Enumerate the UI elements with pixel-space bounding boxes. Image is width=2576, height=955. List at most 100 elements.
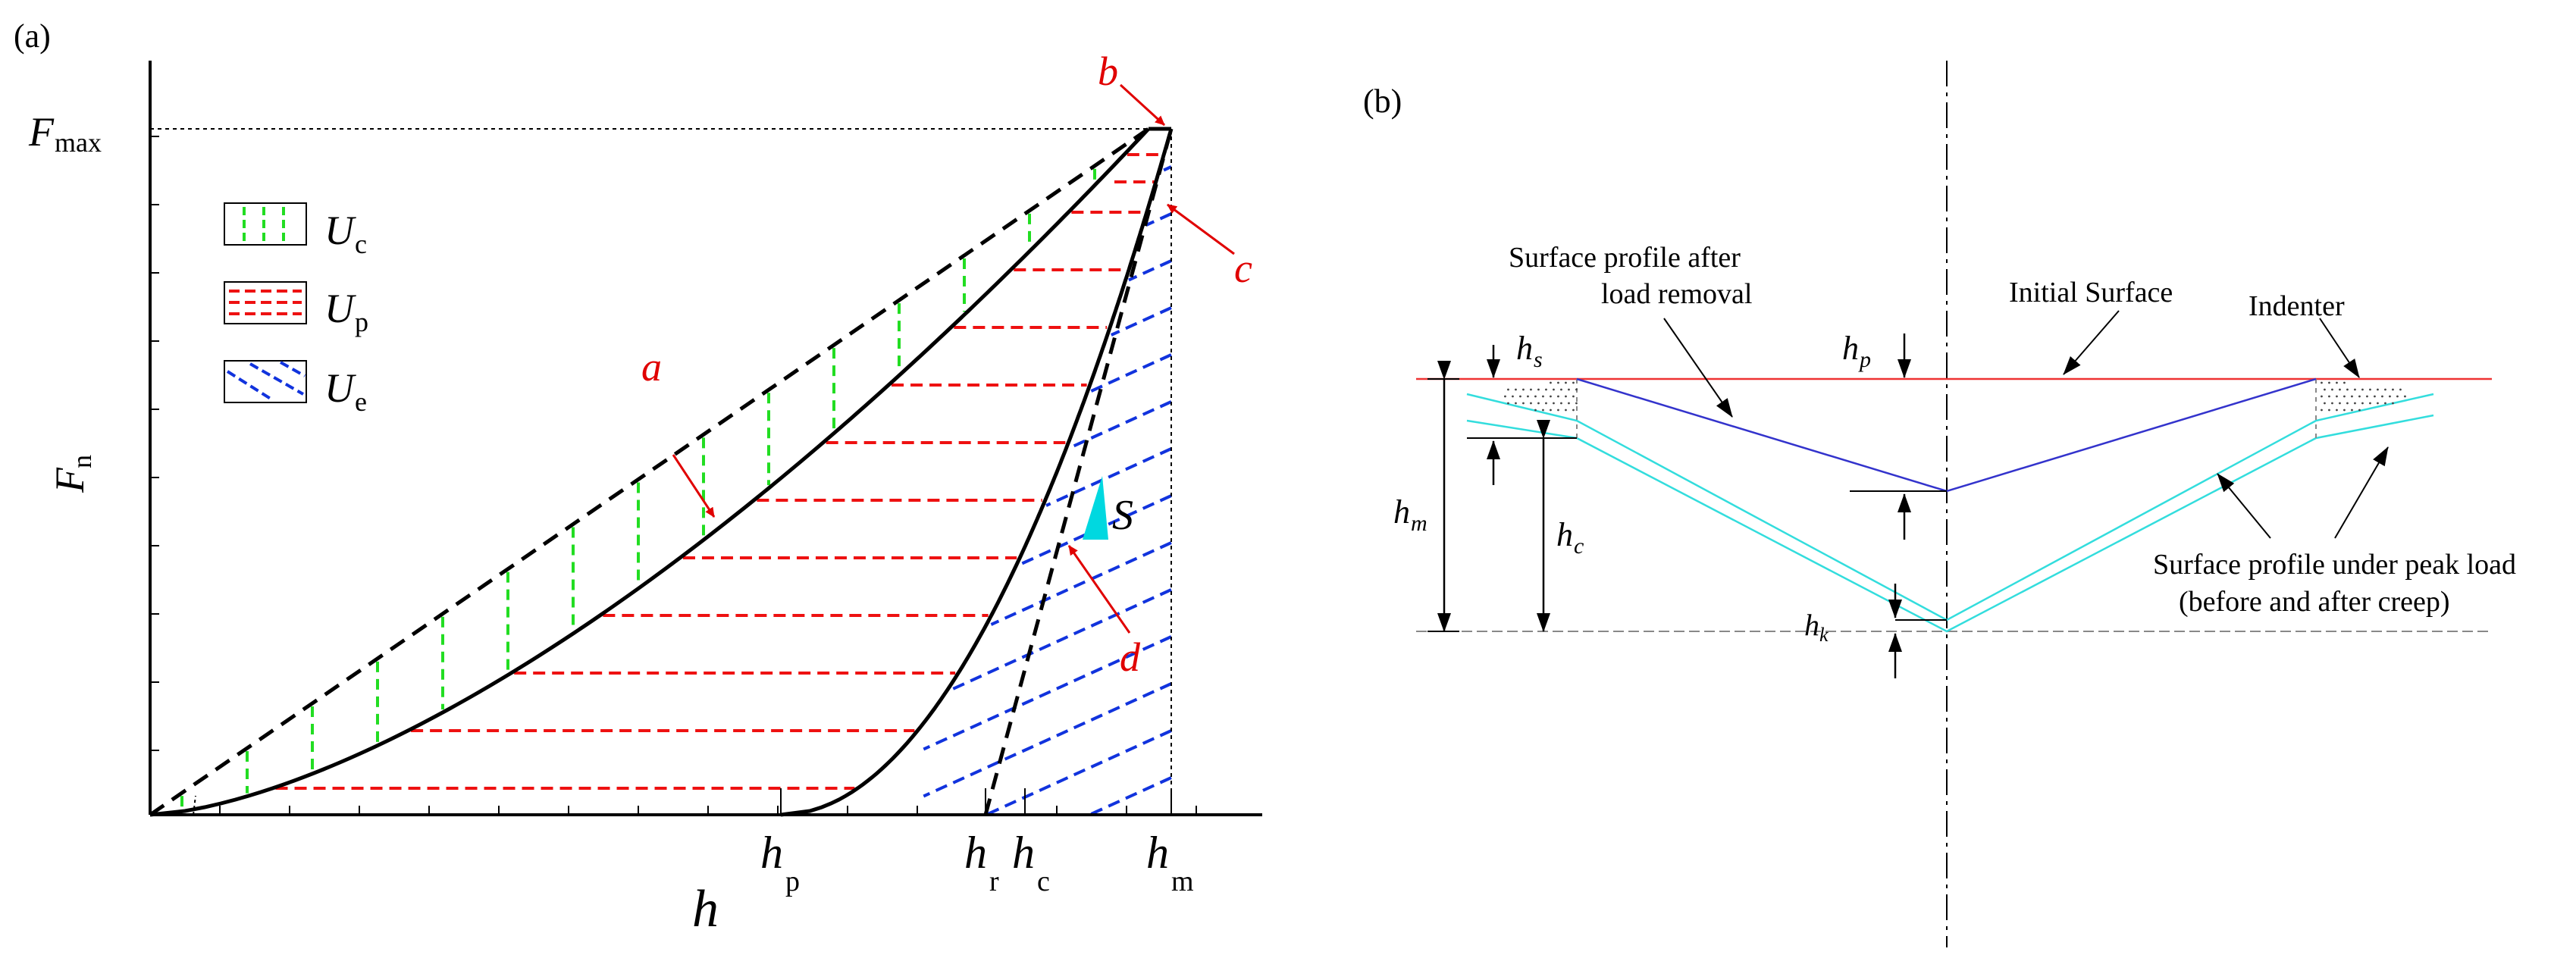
pile-up-dot <box>2366 395 2368 398</box>
pile-up-dot <box>1545 388 1547 391</box>
pile-up-dot <box>1522 402 1525 405</box>
legend-label-uc-sub: c <box>355 229 367 259</box>
ue-hatch-line <box>1128 259 1172 282</box>
pile-up-dot <box>1572 395 1575 398</box>
hp-dim-label-main: h <box>1842 330 1859 367</box>
pile-up-dot <box>2336 381 2338 384</box>
hc-dim-label-sub: c <box>1574 534 1584 559</box>
hs-label-sub: s <box>1534 347 1543 372</box>
ue-swatch-line <box>280 361 306 377</box>
legend-pattern-ue <box>226 361 306 402</box>
pile-up-dot <box>2377 402 2379 405</box>
hk-label-main: h <box>1804 608 1819 642</box>
annotation-removal-line1: Surface profile after <box>1509 242 1741 274</box>
point-label-b: b <box>1098 49 1118 94</box>
x-axis-label: h <box>692 880 719 938</box>
pile-up-dot <box>2328 409 2330 412</box>
panel-b-label: (b) <box>1363 83 1402 120</box>
pile-up-dot <box>2336 395 2338 398</box>
annotation-removal-line2: load removal <box>1601 278 1752 310</box>
pile-up-dot <box>2381 395 2383 398</box>
s-direction-arrow <box>1083 476 1108 540</box>
pile-up-dot <box>1565 409 1567 412</box>
legend-label-uc-main: U <box>324 208 356 253</box>
panel-a: (a) <box>14 17 1262 938</box>
pile-up-dot <box>2328 395 2330 398</box>
ue-hatch-line <box>1163 165 1172 172</box>
ue-swatch-line <box>249 362 304 396</box>
unloading-tangent <box>983 128 1174 816</box>
pile-up-dot <box>2343 381 2346 384</box>
pile-up-dot <box>1575 402 1578 405</box>
pile-up-dot <box>1557 395 1559 398</box>
hc-label-sub: c <box>1037 866 1050 897</box>
pile-up-dot <box>2384 402 2386 405</box>
pile-up-dot <box>2399 388 2402 391</box>
pile-up-dot <box>1560 402 1562 405</box>
hp-label-main: h <box>760 828 783 878</box>
unloading-curve <box>780 128 1174 817</box>
pile-up-dot <box>1565 395 1567 398</box>
hc-dim-label-main: h <box>1556 516 1573 553</box>
pile-up-dot <box>1527 395 1529 398</box>
pointer-a <box>672 454 716 518</box>
ue-hatch-line <box>1145 212 1172 227</box>
hm-label-sub: m <box>1171 866 1194 897</box>
ue-hatch-line <box>923 682 1172 798</box>
ue-hatch-line <box>985 729 1172 815</box>
pile-up-dot <box>2361 388 2364 391</box>
leader-indenter <box>2319 318 2360 378</box>
pile-up-dot <box>1504 395 1506 398</box>
pile-up-dot <box>1542 395 1544 398</box>
hr-label-main: h <box>964 828 987 878</box>
annotation-indenter: Indenter <box>2249 290 2345 322</box>
pile-up-dot <box>2331 402 2333 405</box>
pile-up-dot <box>2346 402 2349 405</box>
hm-dim-label-main: h <box>1393 493 1410 531</box>
pile-up-dot <box>2339 402 2341 405</box>
pile-up-dot <box>1568 402 1570 405</box>
hs-label-main: h <box>1516 330 1533 367</box>
pile-up-dot <box>2361 402 2364 405</box>
hc-label-main: h <box>1012 828 1035 878</box>
pile-up-dot <box>1519 395 1521 398</box>
panel-b: (b) <box>1363 61 2516 947</box>
pile-up-dot <box>1553 402 1555 405</box>
hr-label-sub: r <box>989 866 999 897</box>
pile-up-dot <box>1572 381 1575 384</box>
legend-swatch-up <box>224 281 307 324</box>
pointer-d <box>1067 545 1131 634</box>
hm-label-main: h <box>1146 828 1169 878</box>
leader-removal-profile <box>1663 318 1733 418</box>
legend-swatch-uc <box>224 202 307 246</box>
pile-up-dot <box>2321 409 2323 412</box>
legend-swatch-ue <box>224 360 307 403</box>
pile-up-dot <box>2343 395 2346 398</box>
pile-up-dot <box>1557 381 1559 384</box>
point-label-a: a <box>641 344 662 390</box>
hp-label-sub: p <box>785 866 800 897</box>
pile-up-dot <box>1507 402 1509 405</box>
pile-up-region <box>1504 381 2406 412</box>
fmax-label-sub: max <box>55 127 102 158</box>
pile-up-dot <box>1530 402 1532 405</box>
pile-up-dot <box>2384 388 2386 391</box>
pile-up-dot <box>1557 409 1559 412</box>
legend-pattern-uc <box>243 207 285 241</box>
pile-up-dot <box>2339 388 2341 391</box>
pile-up-dot <box>1545 402 1547 405</box>
pile-up-dot <box>1534 409 1537 412</box>
pile-up-dot <box>1542 409 1544 412</box>
pile-up-dot <box>1568 388 1570 391</box>
pile-up-dot <box>2331 388 2333 391</box>
loading-curve <box>149 127 1150 817</box>
pointer-c <box>1167 203 1235 255</box>
pointer-b <box>1119 83 1166 127</box>
pile-up-dot <box>1507 388 1509 391</box>
y-axis-label-main: F <box>47 467 92 493</box>
ue-hatch-line <box>923 635 1172 751</box>
leader-initial-surface <box>2063 310 2120 375</box>
y-axis-label: F n <box>47 455 97 493</box>
annotation-initial-surface: Initial Surface <box>2009 277 2173 308</box>
